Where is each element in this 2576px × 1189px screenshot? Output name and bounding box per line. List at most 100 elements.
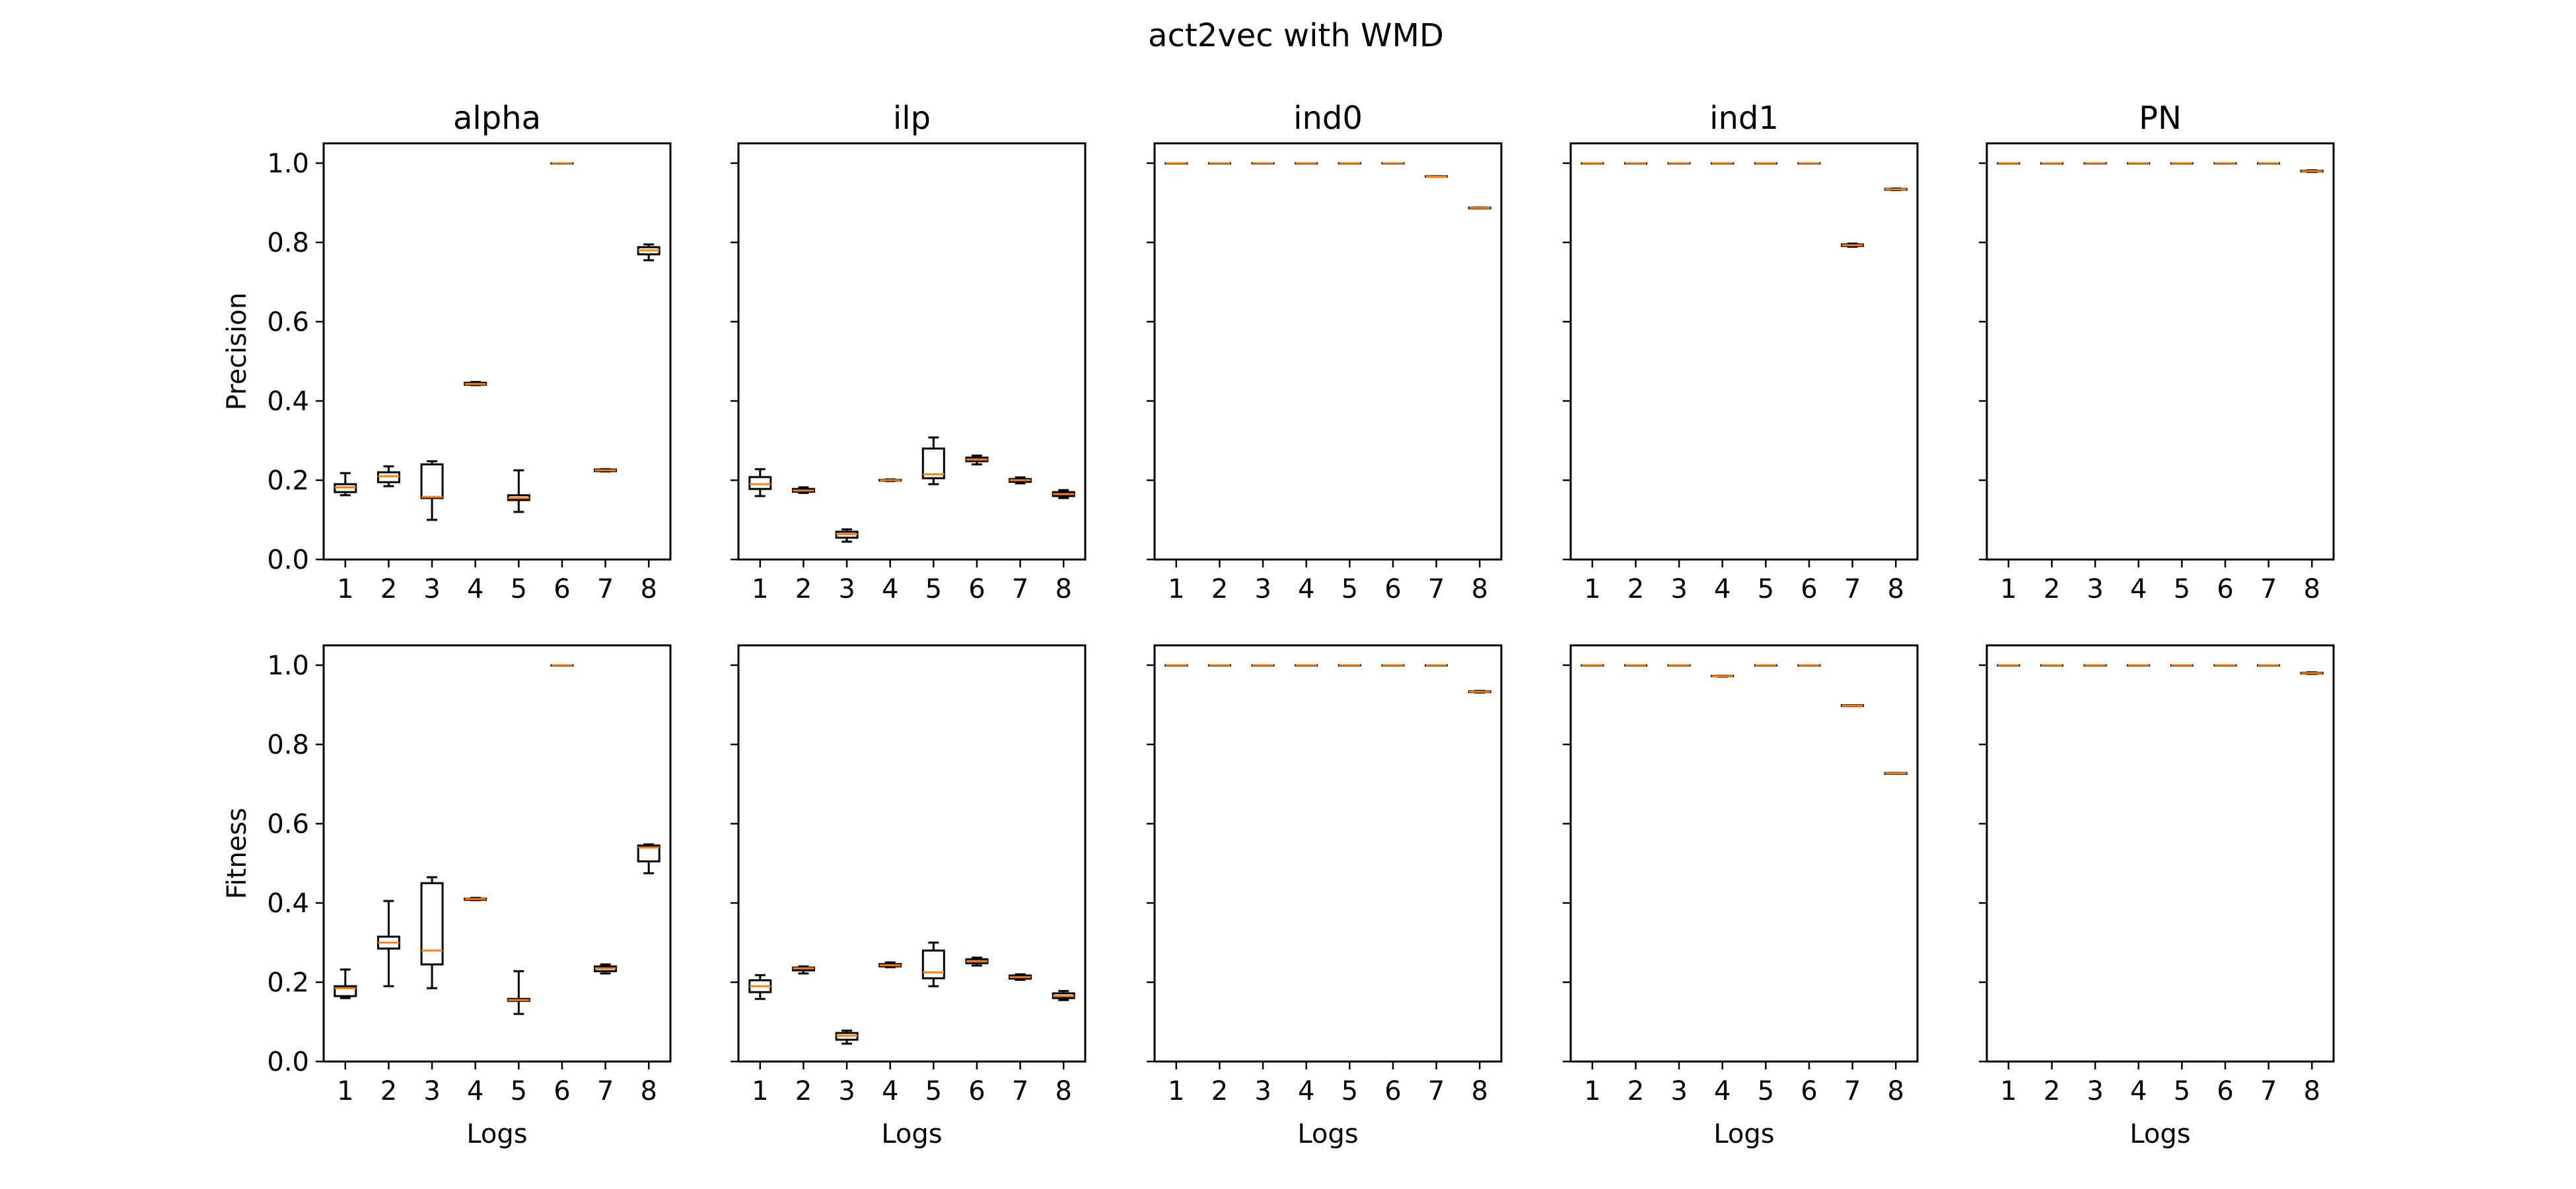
- y-tick-label: 0.8: [267, 730, 309, 760]
- box-log-1: [1581, 664, 1604, 667]
- panel-precision-ind0: 1 2 3 4 5 6 7 8 ind0: [1147, 100, 1503, 604]
- box-log-1: [1164, 162, 1188, 164]
- box-log-3: [835, 1029, 859, 1045]
- x-tick-label: 7: [1012, 574, 1028, 604]
- x-tick-label: 3: [1670, 574, 1687, 604]
- y-tick-label: 0.8: [267, 228, 309, 258]
- box-log-2: [1207, 664, 1231, 667]
- panel-title-pn: PN: [2139, 100, 2182, 137]
- y-tick-label: 0.2: [267, 968, 309, 998]
- box-log-4: [878, 961, 902, 968]
- box-log-4: [1295, 162, 1318, 164]
- x-tick-label: 7: [2260, 574, 2277, 604]
- box-log-2: [1624, 664, 1647, 667]
- x-tick-label: 2: [380, 574, 397, 604]
- box-log-8: [2300, 671, 2324, 675]
- box-log-1: [1164, 664, 1188, 667]
- panel-precision-alpha: 0.0 0.2 0.4 0.6 0.8 1.0 1 2 3 4 5 6 7 8 alpha Precision: [222, 100, 672, 604]
- box-log-3: [1667, 162, 1691, 164]
- x-tick-label: 7: [1012, 1076, 1028, 1106]
- x-tick-label: 7: [597, 1076, 614, 1106]
- x-tick-label: 2: [2044, 574, 2060, 604]
- box-log-8: [1468, 206, 1491, 209]
- x-tick-label: 7: [1428, 1076, 1445, 1106]
- box-log-7: [1009, 973, 1032, 981]
- figure-title: act2vec with WMD: [1148, 17, 1444, 54]
- box-iqr: [748, 476, 772, 490]
- box-log-7: [594, 468, 618, 473]
- axes-frame: [1986, 142, 2335, 561]
- x-tick-label: 5: [1758, 1076, 1774, 1106]
- x-tick-label: 1: [2000, 574, 2017, 604]
- box-log-8: [1052, 489, 1075, 499]
- y-tick-label: 0.0: [267, 545, 309, 575]
- x-tick-label: 2: [380, 1076, 397, 1106]
- box-log-3: [1251, 664, 1275, 667]
- x-tick-label: 5: [2174, 574, 2190, 604]
- box-log-6: [965, 956, 989, 967]
- x-tick-label: 3: [1254, 1076, 1271, 1106]
- box-iqr: [921, 447, 945, 480]
- box-log-8: [2300, 169, 2324, 173]
- box-log-5: [2170, 664, 2194, 667]
- x-tick-label: 2: [1628, 574, 1644, 604]
- box-log-1: [748, 974, 772, 1000]
- x-tick-label: 6: [554, 1076, 570, 1106]
- y-axis-label-fitness: Fitness: [222, 808, 252, 900]
- x-tick-label: 6: [968, 1076, 985, 1106]
- x-tick-label: 1: [1584, 574, 1600, 604]
- axes-frame: [1986, 644, 2335, 1063]
- x-tick-label: 5: [1342, 1076, 1358, 1106]
- axes-frame: [737, 644, 1087, 1063]
- box-log-6: [1797, 162, 1821, 164]
- x-tick-label: 4: [882, 574, 898, 604]
- x-axis-label: Logs: [1297, 1119, 1358, 1149]
- x-tick-label: 1: [1584, 1076, 1600, 1106]
- x-tick-label: 4: [1298, 574, 1314, 604]
- box-log-7: [1009, 476, 1032, 485]
- panel-fitness-ind1: 1 2 3 4 5 6 7 8 Logs: [1563, 644, 1919, 1149]
- box-log-5: [921, 436, 945, 486]
- x-axis-label: Logs: [881, 1119, 942, 1149]
- x-tick-label: 4: [2130, 1076, 2147, 1106]
- box-log-6: [1797, 664, 1821, 667]
- x-tick-label: 1: [337, 1076, 353, 1106]
- x-tick-label: 6: [2217, 1076, 2233, 1106]
- x-tick-label: 1: [1168, 1076, 1184, 1106]
- x-tick-label: 5: [925, 574, 942, 604]
- axes-frame: [1569, 644, 1919, 1063]
- axes-frame: [1569, 142, 1919, 561]
- x-tick-label: 8: [2303, 1076, 2320, 1106]
- x-tick-label: 4: [2130, 574, 2147, 604]
- box-log-4: [2127, 664, 2151, 667]
- box-log-1: [748, 468, 772, 497]
- x-tick-label: 3: [838, 1076, 855, 1106]
- box-log-6: [965, 454, 989, 466]
- panel-fitness-pn: 1 2 3 4 5 6 7 8 Logs: [1979, 644, 2335, 1149]
- box-log-5: [2170, 162, 2194, 164]
- box-log-6: [2213, 162, 2237, 164]
- panel-fitness-alpha: 0.0 0.2 0.4 0.6 0.8 1.0 1 2 3 4 5 6 7 8 Logs Fitness: [222, 644, 672, 1149]
- x-tick-label: 5: [925, 1076, 942, 1106]
- axes-frame: [1153, 142, 1503, 561]
- x-tick-label: 5: [1342, 574, 1358, 604]
- x-tick-label: 3: [1254, 574, 1271, 604]
- box-log-8: [1052, 990, 1075, 1001]
- x-tick-label: 7: [2260, 1076, 2277, 1106]
- x-tick-label: 6: [1384, 574, 1401, 604]
- box-log-3: [420, 460, 444, 521]
- box-log-1: [1581, 162, 1604, 164]
- box-log-6: [550, 664, 574, 667]
- x-tick-label: 8: [1055, 1076, 1071, 1106]
- box-log-8: [1468, 690, 1491, 694]
- x-tick-label: 8: [1471, 1076, 1487, 1106]
- box-log-4: [2127, 162, 2151, 164]
- x-tick-label: 6: [968, 574, 985, 604]
- x-tick-label: 7: [597, 574, 614, 604]
- box-log-8: [637, 843, 661, 875]
- box-log-4: [1711, 162, 1735, 164]
- y-tick-label: 0.4: [267, 386, 309, 417]
- x-tick-label: 3: [423, 574, 440, 604]
- panel-precision-pn: 1 2 3 4 5 6 7 8 PN: [1979, 100, 2335, 604]
- x-tick-label: 4: [1714, 1076, 1731, 1106]
